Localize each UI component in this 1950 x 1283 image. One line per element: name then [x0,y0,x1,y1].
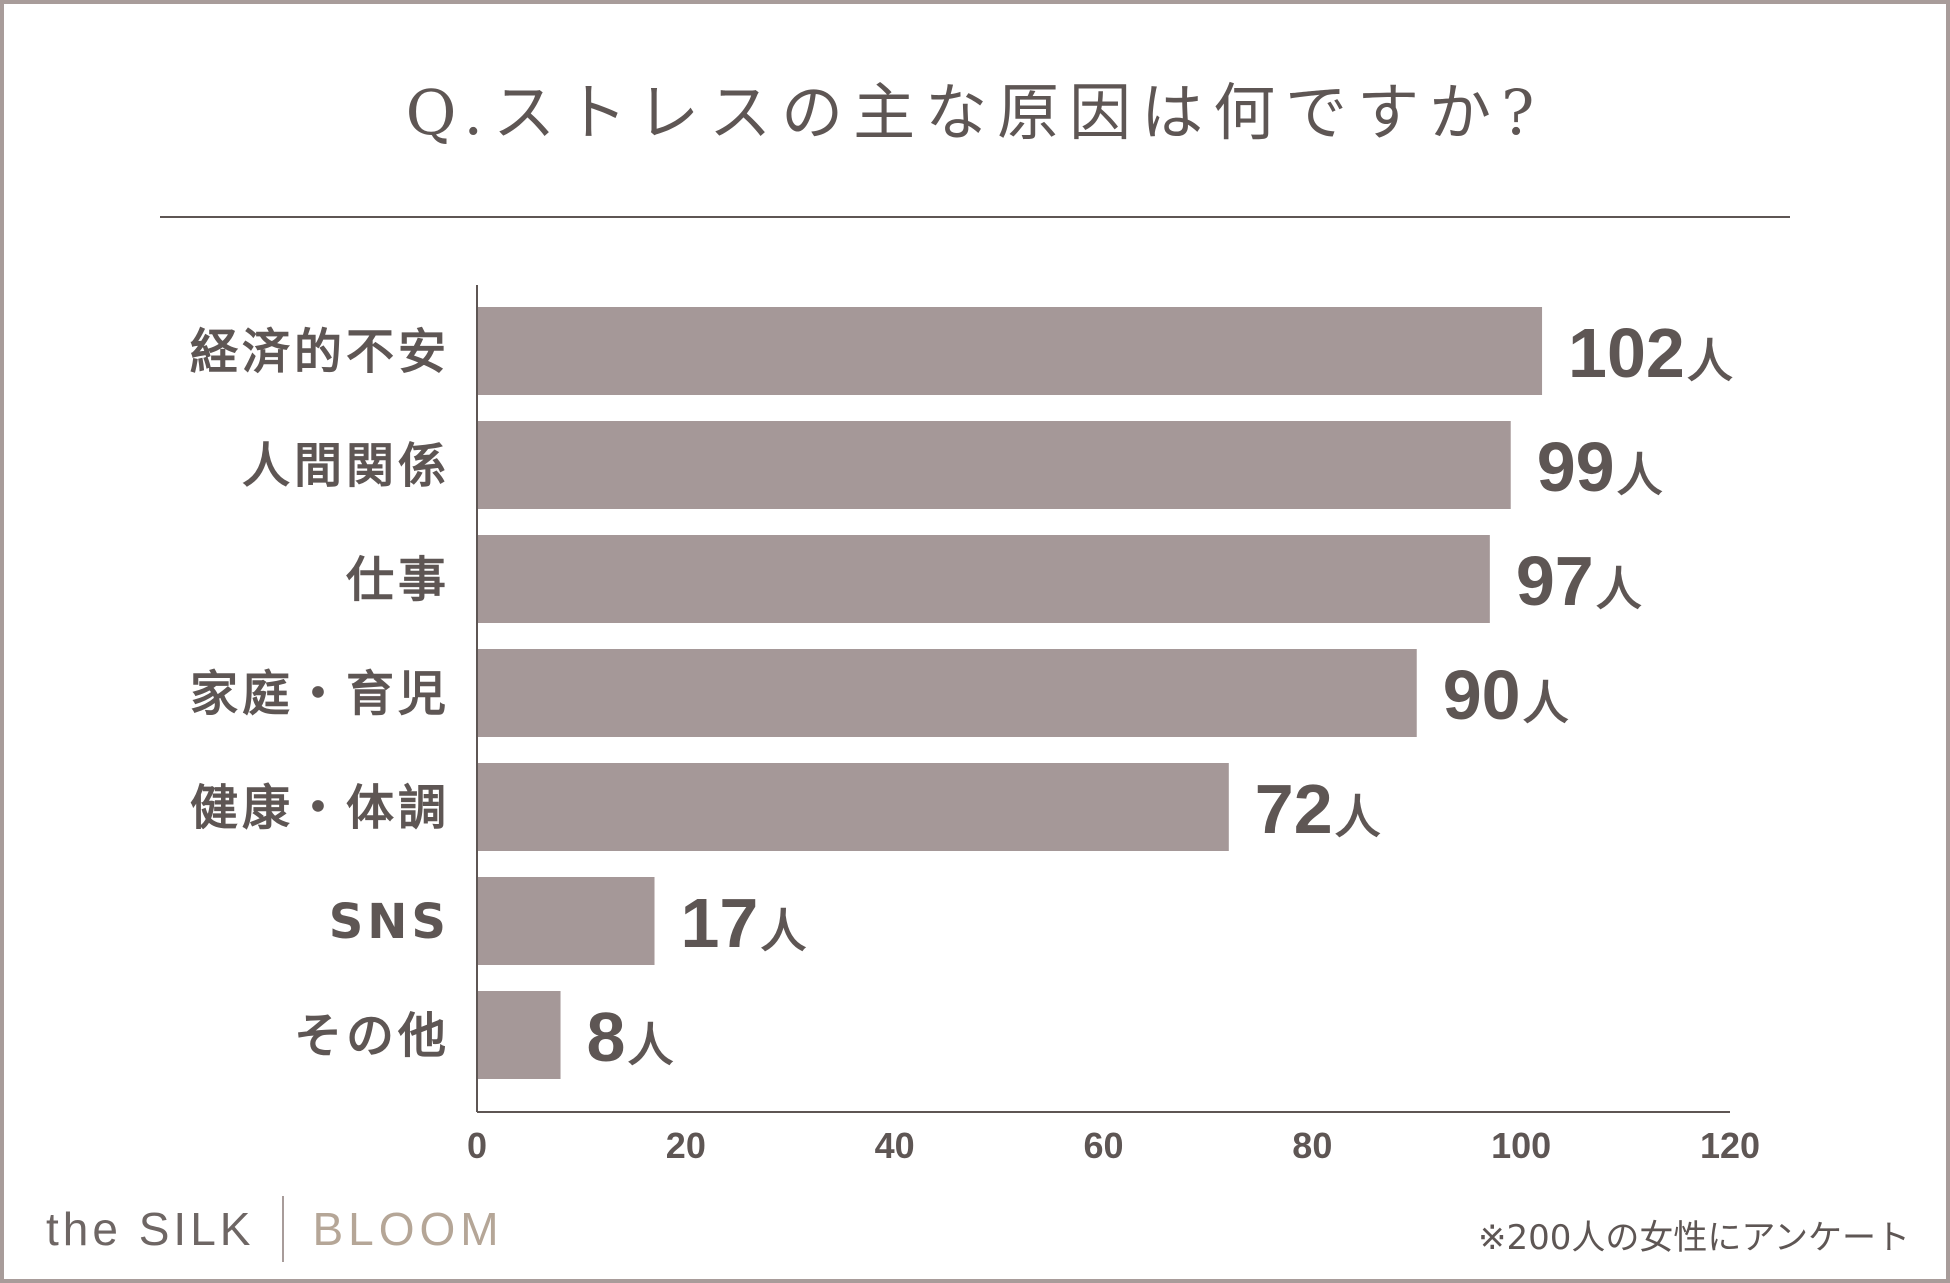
x-tick-label: 100 [1491,1125,1551,1166]
value-number: 17 [681,884,759,962]
value-number: 97 [1516,542,1594,620]
value-label: 97人 [1516,542,1642,620]
category-label: 家庭・育児 [190,666,450,722]
bar [477,421,1511,509]
x-tick-label: 60 [1083,1125,1123,1166]
title-divider [160,216,1790,218]
bar [477,763,1229,851]
value-unit: 人 [1335,790,1381,844]
value-number: 102 [1568,314,1685,392]
value-number: 72 [1255,770,1333,848]
value-number: 90 [1443,656,1521,734]
value-label: 17人 [681,884,807,962]
value-label: 99人 [1537,428,1663,506]
category-label: SNS [329,894,450,950]
value-number: 99 [1537,428,1615,506]
category-label: その他 [294,1008,450,1064]
chart-title: Q.ストレスの主な原因は何ですか? [405,76,1545,149]
value-label: 102人 [1568,314,1733,392]
bar [477,307,1543,395]
brand-name-right: BLOOM [312,1203,504,1255]
x-tick-label: 20 [666,1125,706,1166]
x-tick-label: 120 [1700,1125,1760,1166]
bar [477,535,1490,623]
value-number: 8 [587,998,626,1076]
value-unit: 人 [1687,334,1733,388]
survey-footnote: ※200人の女性にアンケート [1477,1218,1910,1258]
value-label: 72人 [1255,770,1381,848]
value-label: 8人 [587,998,674,1076]
value-unit: 人 [760,904,806,958]
bar [477,877,655,965]
value-unit: 人 [627,1018,673,1072]
brand-divider [282,1196,285,1262]
x-tick-label: 40 [875,1125,915,1166]
value-label: 90人 [1443,656,1569,734]
brand-logo: the SILK BLOOM [46,1196,504,1262]
category-label: 仕事 [346,552,450,608]
category-label: 健康・体調 [190,780,450,836]
value-unit: 人 [1596,562,1642,616]
bar [477,649,1417,737]
brand-name-left: the SILK [46,1203,255,1255]
x-tick-label: 80 [1292,1125,1332,1166]
value-unit: 人 [1617,448,1663,502]
category-label: 経済的不安 [190,324,450,380]
x-tick-label: 0 [467,1125,487,1166]
bar [477,991,561,1079]
value-unit: 人 [1523,676,1569,730]
category-label: 人間関係 [242,438,450,494]
